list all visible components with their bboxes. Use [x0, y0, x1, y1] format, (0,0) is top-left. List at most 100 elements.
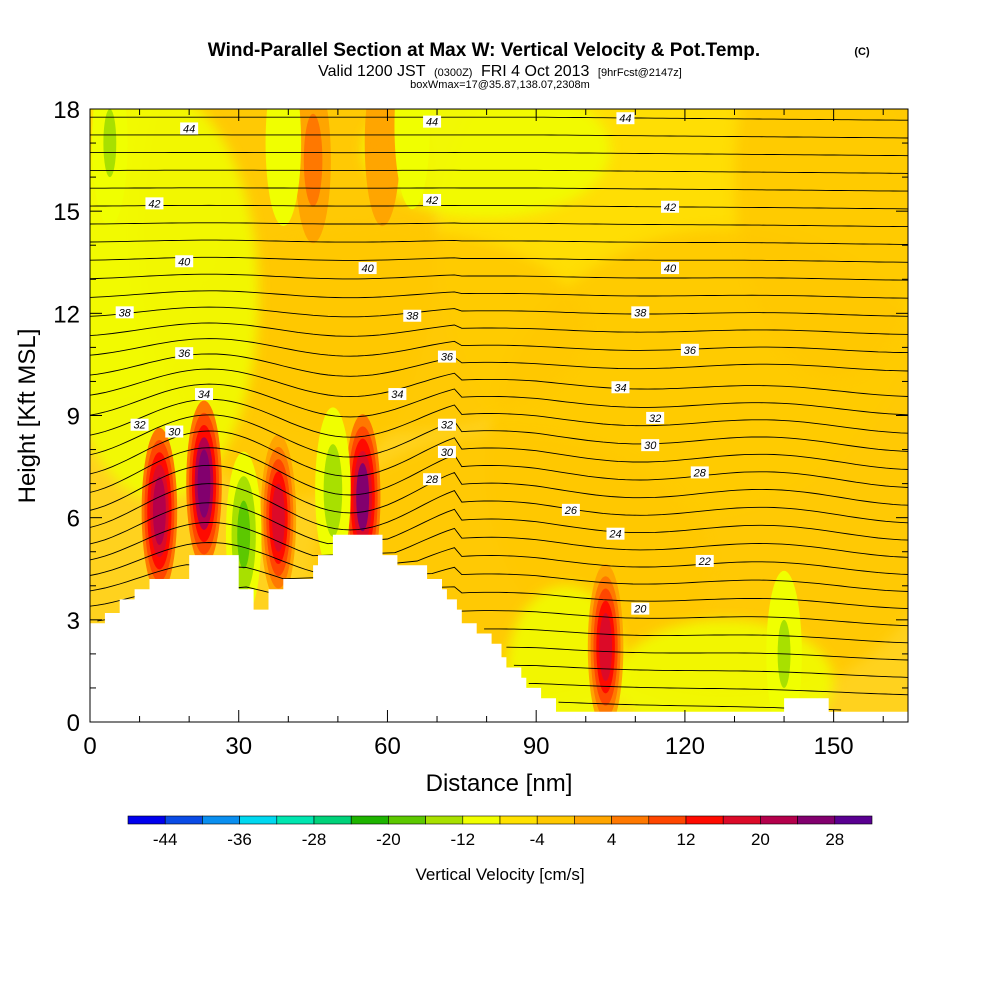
y-tick-label: 15 — [53, 199, 80, 226]
contour-label-text: 40 — [664, 263, 677, 275]
contour-label-bg — [661, 200, 680, 213]
contour-label-bg — [175, 347, 194, 360]
subtitle-lead: Valid 1200 JST — [318, 63, 426, 80]
colorbar-swatch — [574, 815, 612, 825]
contour-label: 38 — [115, 306, 134, 319]
contour-label: 28 — [690, 466, 709, 479]
contour-label-bg — [606, 527, 625, 540]
theta-contour-line — [90, 290, 908, 299]
contour-label-text: 42 — [664, 202, 676, 214]
theta-contour-line — [90, 256, 908, 263]
contour-label-text: 40 — [178, 256, 191, 268]
theta-contour-line — [90, 353, 908, 377]
theta-contour-line — [558, 701, 842, 711]
contour-label-bg — [115, 306, 134, 319]
updraft-cell-5 — [587, 564, 624, 722]
contour-label: 34 — [388, 388, 407, 401]
colorbar-swatch — [313, 815, 352, 825]
contour-label-text: 40 — [361, 263, 374, 275]
contour-label: 34 — [611, 381, 630, 394]
contour-label-bg — [423, 115, 442, 128]
colorbar-swatch — [611, 815, 650, 825]
velocity-ring — [405, 109, 419, 161]
contour-label-text: 28 — [425, 474, 439, 486]
contour-label-bg — [145, 197, 164, 210]
colorbar-swatch — [164, 815, 203, 825]
contour-label-text: 44 — [426, 117, 438, 129]
contour-label-text: 30 — [644, 440, 657, 452]
theta-contour-line — [90, 542, 908, 576]
theta-contour-line — [506, 646, 908, 661]
theta-contour-line — [90, 134, 908, 139]
contour-label-text: 36 — [178, 348, 191, 360]
theta-contour-line — [90, 322, 908, 337]
updraft-cell-2 — [260, 434, 297, 601]
contour-label-text: 28 — [693, 467, 707, 479]
contour-label: 32 — [646, 411, 665, 425]
contour-label-bg — [616, 112, 635, 125]
colorbar-swatch — [685, 815, 724, 825]
contour-label-bg — [646, 411, 665, 424]
downdraft-cell-11 — [394, 109, 431, 210]
contour-label: 36 — [680, 343, 699, 357]
contour-label-bg — [403, 309, 422, 322]
theta-contour-line — [90, 564, 908, 592]
field-shading-6 — [189, 228, 586, 433]
contour-label-bg — [561, 503, 580, 516]
contour-label: 34 — [195, 388, 214, 401]
colorbar-tick-label: -4 — [530, 830, 545, 849]
theta-contour-line — [528, 682, 908, 696]
theta-contour-line — [90, 398, 908, 438]
colorbar-tick-label: -12 — [451, 830, 476, 849]
contour-label-text: 26 — [564, 505, 578, 517]
contour-label: 36 — [175, 347, 194, 360]
contour-label: 40 — [661, 262, 680, 275]
downdraft-cell-9 — [92, 109, 128, 227]
contour-label-text: 32 — [441, 420, 453, 432]
colorbar-tick-label: -20 — [376, 830, 401, 849]
colorbar-swatch — [350, 815, 389, 825]
contour-label-text: 38 — [119, 307, 132, 319]
y-tick-label: 12 — [53, 301, 80, 328]
velocity-ring — [356, 463, 370, 532]
velocity-ring — [237, 500, 251, 569]
contour-label: 44 — [616, 112, 635, 125]
contour-label-bg — [661, 262, 680, 275]
theta-contour-line — [513, 664, 908, 678]
theta-contour-line — [90, 222, 908, 228]
colorbar-tick-label: 12 — [677, 830, 696, 849]
contour-label: 44 — [180, 122, 199, 135]
contour-label: 20 — [631, 602, 650, 616]
theta-contour-line — [90, 483, 908, 531]
theta-contour-line — [90, 204, 908, 210]
contour-label: 28 — [423, 473, 442, 486]
velocity-ring — [306, 126, 320, 195]
colorbar-swatch — [276, 815, 315, 825]
theta-contour-line — [90, 502, 908, 545]
colorbar-swatch — [499, 815, 538, 825]
contour-label: 32 — [437, 418, 456, 432]
contour-label-bg — [437, 445, 456, 458]
contour-label-bg — [180, 122, 199, 135]
colorbar-swatch — [760, 815, 798, 825]
contour-label-text: 38 — [634, 307, 647, 319]
velocity-field — [90, 109, 908, 722]
colorbar-tick-label: 28 — [825, 830, 844, 849]
theta-contours — [90, 116, 908, 711]
contour-label-bg — [423, 193, 442, 206]
y-tick-label: 3 — [67, 608, 80, 635]
contour-label-bg — [437, 350, 456, 363]
contour-label: 40 — [358, 262, 377, 275]
contour-label-text: 24 — [608, 529, 621, 541]
theta-contour-line — [90, 116, 908, 121]
x-tick-label: 90 — [523, 733, 550, 760]
velocity-ring — [276, 109, 290, 178]
x-tick-label: 60 — [374, 733, 401, 760]
x-axis-label: Distance [nm] — [426, 770, 573, 797]
contour-label-text: 34 — [614, 382, 626, 394]
colorbar-tick-label: -36 — [227, 830, 252, 849]
contour-label: 36 — [437, 350, 456, 364]
chart-subtitle: Valid 1200 JST (0300Z) FRI 4 Oct 2013 [9… — [318, 63, 682, 80]
contour-label: 42 — [423, 193, 442, 207]
